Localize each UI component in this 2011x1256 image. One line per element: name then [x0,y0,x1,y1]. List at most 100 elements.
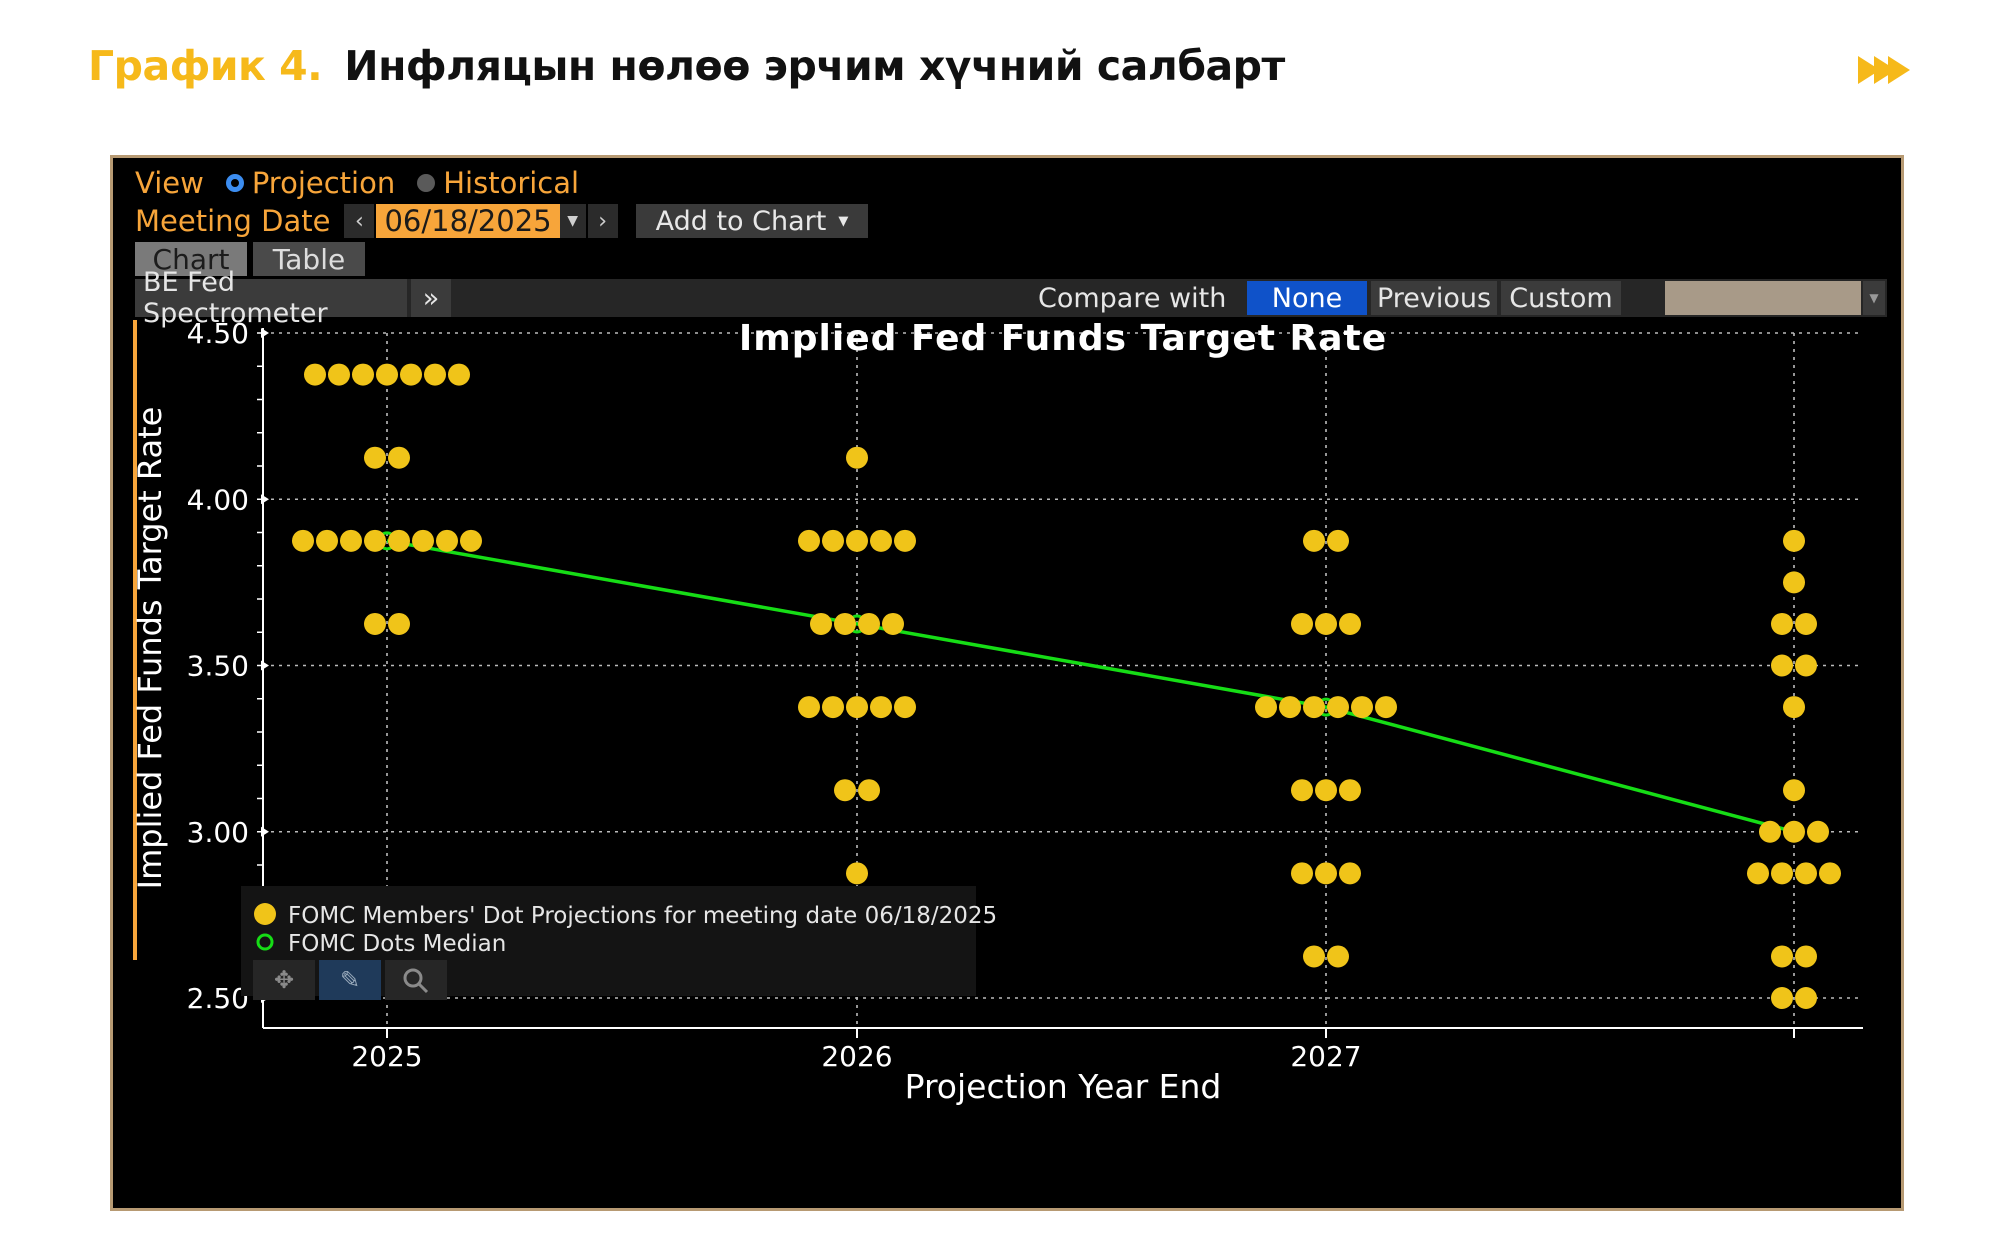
dot-projection-point [1807,820,1829,843]
dot-projection-point [376,363,398,386]
meeting-date-row: Meeting Date ‹ 06/18/2025 ▼ › Add to Cha… [135,203,869,239]
dot-projection-point [846,862,868,885]
tab-table[interactable]: Table [253,242,365,276]
y-tick-label: 2.50 [187,982,249,1015]
meeting-date-input[interactable]: 06/18/2025 [376,204,560,238]
dot-projection-point [882,612,904,635]
x-tick-label: 2027 [1290,1040,1361,1073]
dot-projection-point [1291,612,1313,635]
legend: FOMC Members' Dot Projections for meetin… [241,886,997,1000]
chart-title: Implied Fed Funds Target Rate [739,318,1387,359]
add-to-chart-button[interactable]: Add to Chart ▼ [635,204,869,238]
dot-projection-point [424,363,446,386]
crosshair-icon: ✥ [274,966,294,994]
add-to-chart-label: Add to Chart [655,205,827,237]
dot-projection-point [1771,945,1793,968]
dot-projection-point [894,696,916,719]
dot-projection-point [1771,654,1793,677]
crosshair-tool-button[interactable] [253,960,315,1000]
function-name[interactable]: BE Fed Spectrometer [135,267,407,329]
zoom-tool-button[interactable] [385,960,447,1000]
dot-projection-point [1771,612,1793,635]
dot-projection-point [1375,696,1397,719]
dot-projection-point [340,529,362,552]
y-axis-title: Implied Fed Funds Target Rate [131,407,169,890]
dot-projection-point [1783,779,1805,802]
dot-projection-point [352,363,374,386]
dot-projection-point [316,529,338,552]
tab-chart[interactable]: Chart [135,242,247,276]
dot-projection-point [870,529,892,552]
dot-projection-point [1819,862,1841,885]
dot-projection-point [858,779,880,802]
figure-heading: График 4. Инфляцын нөлөө эрчим хүчний сал… [88,42,1285,90]
chevron-down-icon[interactable]: ▼ [1863,281,1885,315]
implied-rate-chart: 4.50 4.00 3.50 3.00 2.50 2025 2026 2027 Implie… [131,318,1863,1106]
dot-projection-point [810,612,832,635]
x-tick-label: 2025 [351,1040,422,1073]
dot-projection-point [1315,862,1337,885]
double-chevron-right-icon[interactable]: » [411,279,451,317]
chevron-down-icon[interactable]: ▼ [559,204,586,238]
y-tick-labels: 4.50 4.00 3.50 3.00 2.50 [187,318,249,1015]
y-tick-label: 4.50 [187,318,249,350]
dot-projection-point [1291,862,1313,885]
compare-label: Compare with [1038,282,1227,314]
dot-projection-point [1279,696,1301,719]
compare-custom-button[interactable]: Custom [1501,281,1621,315]
dot-projection-point [1783,696,1805,719]
dot-projection-point [1339,779,1361,802]
bloomberg-terminal-panel: View Projection Historical Meeting Date … [110,155,1904,1211]
dot-projection-point [1795,862,1817,885]
dot-projection-point [798,696,820,719]
dot-projection-point [1771,862,1793,885]
dot-projection-point [834,779,856,802]
projection-option[interactable]: Projection [251,166,396,200]
x-axis-title: Projection Year End [905,1067,1222,1106]
dot-projection-point [460,529,482,552]
tab-table-label: Table [272,242,346,276]
historical-radio[interactable] [417,174,436,192]
dot-projection-point [1795,987,1817,1009]
compare-previous-button[interactable]: Previous [1371,281,1497,315]
y-tick-label: 3.00 [187,816,249,849]
custom-date-dropdown[interactable] [1665,281,1861,315]
dot-projection-point [400,363,422,386]
historical-option[interactable]: Historical [443,166,580,200]
legend-median-marker [256,933,274,951]
dot-projection-point [1339,612,1361,635]
pencil-icon: ✎ [340,966,360,994]
chevron-down-icon: ▼ [838,213,849,229]
median-line-group [377,531,1804,842]
dot-projection-point [1339,862,1361,885]
y-tick-label: 3.50 [187,650,249,683]
dot-projection-point [1291,779,1313,802]
dot-projection-point [364,529,386,552]
view-label: View [135,166,204,200]
projection-radio[interactable] [225,174,244,192]
chevron-left-icon[interactable]: ‹ [344,204,375,238]
dot-projection-point [304,363,326,386]
dot-projection-point [1255,696,1277,719]
dot-projection-point [846,696,868,719]
meeting-date-label: Meeting Date [135,204,331,238]
dot-projections [292,363,1841,1009]
dot-projection-point [1303,529,1325,552]
dot-projection-point [388,446,410,469]
dot-projection-point [858,612,880,635]
dot-projection-point [1327,945,1349,968]
dot-projection-point [1795,945,1817,968]
compare-none-button[interactable]: None [1247,281,1367,315]
figure-title: Инфляцын нөлөө эрчим хүчний салбарт [344,42,1285,90]
dot-projection-point [822,529,844,552]
chevron-right-icon[interactable]: › [587,204,618,238]
dot-projection-point [846,446,868,469]
dot-projection-point [436,529,458,552]
draw-tool-button[interactable] [319,960,381,1000]
dot-projection-point [834,612,856,635]
dot-projection-point [1315,612,1337,635]
dot-projection-point [388,529,410,552]
dot-projection-point [1351,696,1373,719]
dot-projection-point [1783,820,1805,843]
y-axis-accent-bar [133,320,137,960]
